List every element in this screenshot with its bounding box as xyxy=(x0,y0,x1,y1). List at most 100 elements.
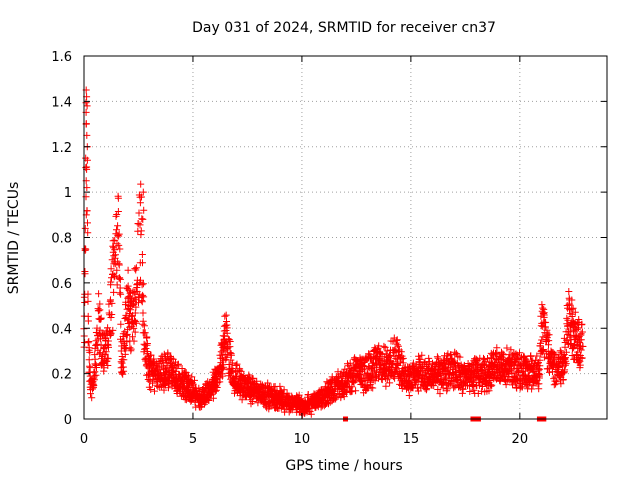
data-point xyxy=(540,309,548,317)
data-point xyxy=(304,391,312,399)
data-point xyxy=(150,355,158,363)
data-point xyxy=(220,363,228,371)
data-point xyxy=(138,298,146,306)
data-point xyxy=(93,340,101,348)
data-point xyxy=(569,304,577,312)
data-point xyxy=(138,193,145,201)
data-point xyxy=(456,372,464,380)
data-point xyxy=(204,378,212,386)
data-point xyxy=(451,350,459,358)
x-axis-label: GPS time / hours xyxy=(285,458,402,474)
data-point xyxy=(413,384,421,392)
data-point xyxy=(425,354,433,362)
data-point xyxy=(113,226,120,234)
data-point xyxy=(138,281,146,289)
data-point xyxy=(87,390,94,398)
data-point xyxy=(536,356,544,364)
data-point xyxy=(249,375,257,383)
data-point xyxy=(116,245,124,253)
data-point xyxy=(219,346,227,354)
data-point xyxy=(105,343,112,351)
data-point xyxy=(529,357,537,365)
data-point xyxy=(382,382,390,390)
data-point xyxy=(151,387,158,395)
data-point xyxy=(137,180,145,188)
data-point xyxy=(81,268,89,275)
data-point xyxy=(124,266,132,274)
data-point xyxy=(93,364,100,371)
x-tick-label: 5 xyxy=(189,432,197,447)
data-point xyxy=(104,362,112,369)
data-point xyxy=(359,362,367,369)
data-point xyxy=(139,309,147,317)
data-point xyxy=(120,356,128,364)
data-point xyxy=(99,358,107,366)
data-point xyxy=(405,392,413,399)
data-point xyxy=(307,410,315,418)
data-point xyxy=(367,365,375,373)
data-point xyxy=(114,231,122,239)
data-point xyxy=(228,365,236,372)
data-point xyxy=(141,329,149,337)
data-point xyxy=(81,245,89,253)
data-point xyxy=(227,356,235,364)
data-point xyxy=(138,215,146,223)
data-point xyxy=(556,347,564,355)
data-point xyxy=(578,320,586,328)
data-point xyxy=(470,386,478,394)
data-point xyxy=(222,311,230,319)
data-point xyxy=(147,386,155,393)
data-point xyxy=(553,378,560,386)
y-tick-label: 1 xyxy=(64,186,72,201)
data-point xyxy=(191,376,198,384)
data-point xyxy=(543,334,551,342)
data-point xyxy=(227,351,235,359)
data-point xyxy=(113,240,121,248)
data-point xyxy=(546,368,553,376)
data-point xyxy=(85,356,93,364)
data-point xyxy=(83,207,91,215)
x-tick-label: 10 xyxy=(294,432,311,447)
data-point xyxy=(91,368,99,376)
data-point xyxy=(443,385,451,393)
data-point xyxy=(577,330,585,338)
data-point xyxy=(96,300,104,308)
data-point xyxy=(542,318,550,326)
data-point xyxy=(466,388,474,395)
data-point xyxy=(502,381,510,389)
data-point xyxy=(132,318,139,326)
data-point xyxy=(380,342,388,350)
data-point xyxy=(116,275,124,283)
data-point xyxy=(139,280,147,288)
data-point xyxy=(443,387,451,395)
data-point xyxy=(386,379,394,387)
data-point xyxy=(130,337,138,345)
data-point xyxy=(538,301,546,309)
data-point xyxy=(189,380,197,388)
data-point xyxy=(567,340,575,348)
data-point xyxy=(579,343,587,350)
data-point xyxy=(139,317,147,325)
data-point xyxy=(516,349,523,357)
data-point xyxy=(81,224,89,232)
data-point xyxy=(425,358,433,366)
data-point xyxy=(134,220,142,228)
data-point xyxy=(397,348,405,356)
data-point xyxy=(140,322,148,330)
data-point xyxy=(436,390,444,398)
data-point xyxy=(113,281,121,289)
data-point xyxy=(249,398,257,405)
data-point xyxy=(484,366,492,374)
data-point xyxy=(113,211,121,218)
data-point xyxy=(386,351,393,359)
data-point xyxy=(562,360,570,368)
data-point xyxy=(557,380,565,388)
data-point xyxy=(418,351,426,359)
data-point xyxy=(116,284,124,292)
data-point xyxy=(577,336,585,344)
data-point xyxy=(551,350,558,358)
data-point xyxy=(95,307,103,315)
data-point xyxy=(84,317,92,325)
data-points xyxy=(80,86,587,422)
data-point xyxy=(139,291,147,299)
